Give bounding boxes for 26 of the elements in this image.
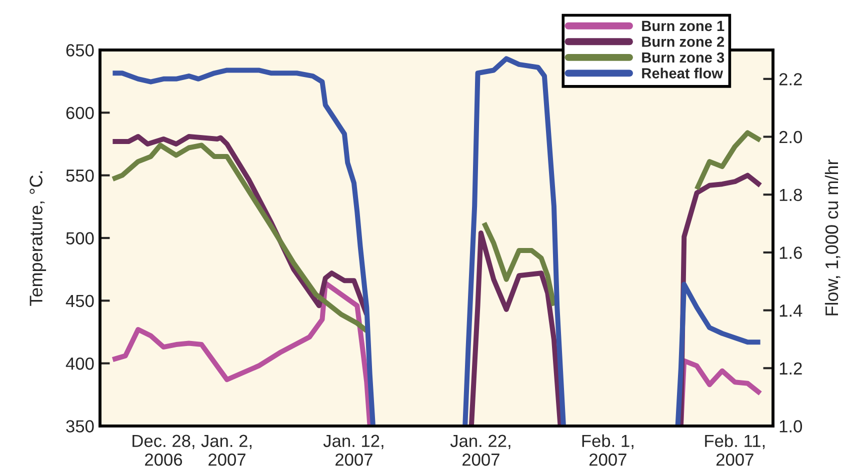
y-axis-title: Temperature, °C. xyxy=(30,171,46,306)
x-tick-label: Feb. 11, 2007 xyxy=(705,434,765,466)
y2-tick-label: 1.8 xyxy=(780,188,802,202)
y2-axis-title: Flow, 1,000 cu m/hr xyxy=(824,160,840,316)
y2-tick-label: 1.0 xyxy=(780,420,802,432)
y-tick-label: 500 xyxy=(66,232,94,244)
x-tick-label: Jan. 12, 2007 xyxy=(323,434,384,466)
y-tick-label: 550 xyxy=(66,170,94,182)
y2-tick-label: 2.0 xyxy=(779,130,802,144)
y2-tick-label: 1.4 xyxy=(780,304,802,317)
x-tick-label: Jan. 22, 2007 xyxy=(450,434,510,466)
x-tick-label: Feb. 1, 2007 xyxy=(582,434,634,466)
y-tick-label: 600 xyxy=(66,106,94,120)
y2-tick-label: 1.6 xyxy=(780,246,802,259)
y-tick-label: 650 xyxy=(66,44,94,56)
y2-tick-label: 2.2 xyxy=(779,73,802,86)
y-tick-label: 400 xyxy=(66,358,94,370)
legend-label: Burn zone 1 xyxy=(642,20,724,32)
legend-label: Reheat flow xyxy=(642,68,724,78)
x-tick-label: Dec. 28, 2006 xyxy=(132,434,194,466)
legend-label: Burn zone 3 xyxy=(642,52,724,63)
x-tick-label: Jan. 2, 2007 xyxy=(201,434,252,466)
y2-tick-label: 1.2 xyxy=(780,362,802,374)
legend-label: Burn zone 2 xyxy=(642,36,724,47)
y-tick-label: 450 xyxy=(66,294,94,308)
y-tick-label: 350 xyxy=(66,420,94,432)
